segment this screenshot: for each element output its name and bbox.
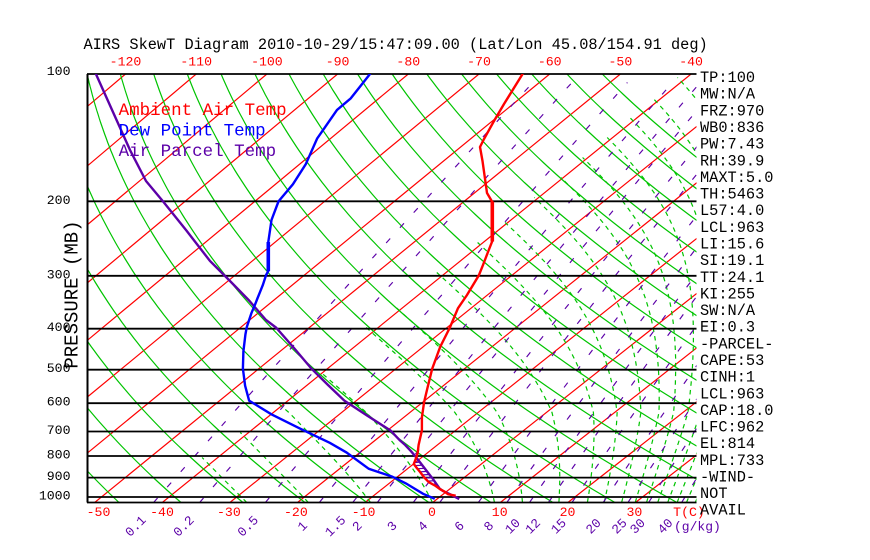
svg-text:(g/kg): (g/kg) [674,520,721,535]
svg-text:500: 500 [47,361,71,376]
svg-text:-120: -120 [110,55,142,70]
svg-text:LFC:962: LFC:962 [700,419,764,437]
svg-text:NOT: NOT [700,485,728,503]
svg-text:100: 100 [47,64,71,79]
svg-text:-30: -30 [217,505,241,520]
svg-text:TP:100: TP:100 [700,69,755,87]
svg-text:-90: -90 [326,55,350,70]
svg-text:-110: -110 [180,55,212,70]
svg-text:FRZ:970: FRZ:970 [700,102,764,120]
svg-text:LCL:963: LCL:963 [700,385,764,403]
svg-text:L57:4.0: L57:4.0 [700,202,764,220]
svg-text:CAPE:53: CAPE:53 [700,352,764,370]
svg-text:-40: -40 [150,505,174,520]
svg-text:EL:814: EL:814 [700,435,755,453]
svg-text:-60: -60 [538,55,562,70]
svg-text:20: 20 [560,505,576,520]
svg-text:WB0:836: WB0:836 [700,119,764,137]
svg-text:Ambient Air Temp: Ambient Air Temp [119,101,287,121]
svg-text:400: 400 [47,320,71,335]
svg-text:MW:N/A: MW:N/A [700,86,756,104]
svg-text:300: 300 [47,267,71,282]
svg-text:200: 200 [47,193,71,208]
svg-text:PW:7.43: PW:7.43 [700,136,764,154]
svg-text:LCL:963: LCL:963 [700,219,764,237]
svg-text:700: 700 [47,423,71,438]
svg-text:-50: -50 [87,505,111,520]
svg-text:-50: -50 [609,55,633,70]
svg-text:-WIND-: -WIND- [700,469,755,487]
svg-text:TH:5463: TH:5463 [700,186,764,204]
svg-text:KI:255: KI:255 [700,285,755,303]
svg-text:900: 900 [47,469,71,484]
svg-text:-70: -70 [467,55,491,70]
svg-text:T(C): T(C) [673,505,705,520]
svg-text:MAXT:5.0: MAXT:5.0 [700,169,773,187]
svg-text:MPL:733: MPL:733 [700,452,764,470]
svg-text:10: 10 [492,505,508,520]
svg-text:AIRS SkewT Diagram 2010-10-29/: AIRS SkewT Diagram 2010-10-29/15:47:09.0… [84,36,708,54]
svg-text:30: 30 [626,505,642,520]
svg-text:0: 0 [428,505,436,520]
svg-text:CINH:1: CINH:1 [700,369,755,387]
svg-text:1000: 1000 [39,489,71,504]
svg-text:-100: -100 [251,55,283,70]
svg-text:800: 800 [47,448,71,463]
svg-text:SI:19.1: SI:19.1 [700,252,764,270]
svg-text:AVAIL: AVAIL [700,502,746,520]
svg-text:SW:N/A: SW:N/A [700,302,756,320]
svg-text:600: 600 [47,395,71,410]
svg-text:-80: -80 [396,55,420,70]
svg-text:-10: -10 [352,505,376,520]
svg-text:LI:15.6: LI:15.6 [700,236,764,254]
svg-text:Air Parcel Temp: Air Parcel Temp [119,142,277,162]
svg-text:PRESSURE (MB): PRESSURE (MB) [61,220,83,368]
svg-text:Dew Point Temp: Dew Point Temp [119,121,266,141]
svg-text:-PARCEL-: -PARCEL- [700,335,773,353]
svg-text:TT:24.1: TT:24.1 [700,269,764,287]
svg-text:-40: -40 [679,55,703,70]
svg-text:CAP:18.0: CAP:18.0 [700,402,773,420]
svg-text:RH:39.9: RH:39.9 [700,152,764,170]
svg-text:EI:0.3: EI:0.3 [700,319,755,337]
svg-text:-20: -20 [284,505,308,520]
